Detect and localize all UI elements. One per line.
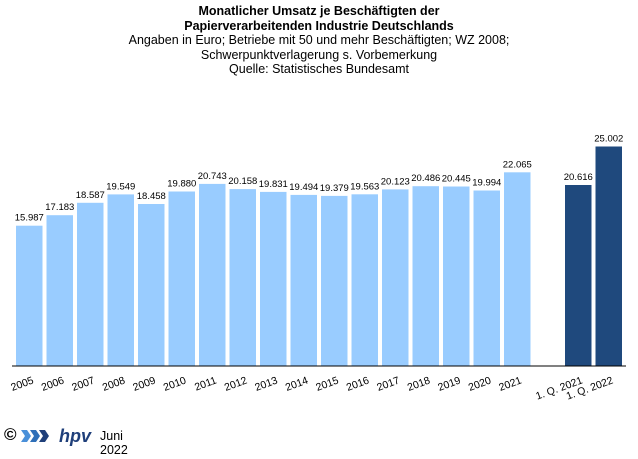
bar-2018 (412, 186, 439, 366)
x-tick-label-2011: 2011 (193, 374, 218, 393)
x-tick-label-2012: 2012 (223, 374, 249, 393)
x-tick-label-2007: 2007 (70, 374, 96, 393)
x-tick-label-2008: 2008 (101, 374, 127, 393)
data-label-2012: 20.158 (228, 176, 257, 187)
footer-date: Juni 2022 (100, 429, 128, 457)
brand-logo-text: hpv (59, 426, 92, 446)
data-label-2021: 22.065 (503, 159, 532, 170)
bar-2019 (443, 186, 470, 366)
data-label-2006: 17.183 (45, 202, 74, 213)
chart-title-line-1: Monatlicher Umsatz je Beschäftigten der (198, 4, 440, 18)
data-label-2005: 15.987 (15, 213, 44, 224)
bar-2014 (290, 194, 317, 366)
copyright-symbol: © (4, 425, 17, 444)
x-tick-label-2020: 2020 (467, 374, 493, 393)
bar-2017 (382, 189, 409, 366)
bar-2016 (351, 194, 378, 366)
bar-2005 (16, 225, 43, 366)
x-tick-label-2019: 2019 (436, 374, 462, 393)
bar-2008 (107, 194, 134, 366)
x-tick-label-2021: 2021 (497, 374, 523, 393)
data-label-2010: 19.880 (167, 179, 196, 190)
x-tick-label-2009: 2009 (131, 374, 157, 393)
data-label-2014: 19.494 (289, 182, 318, 193)
x-tick-label-2013: 2013 (253, 374, 279, 393)
data-label-1. Q. 2021: 20.616 (564, 172, 593, 183)
x-tick-label-2017: 2017 (375, 374, 401, 393)
bar-1. Q. 2021 (565, 185, 592, 366)
x-tick-label-2015: 2015 (314, 374, 340, 393)
chart-title-line-2: Papierverarbeitenden Industrie Deutschla… (184, 18, 454, 33)
data-label-2009: 18.458 (137, 191, 166, 202)
bar-2007 (77, 202, 104, 366)
bar-2012 (229, 189, 256, 366)
data-label-2018: 20.486 (411, 173, 440, 184)
chart-subtitle-line-2: Schwerpunktverlagerung s. Vorbemerkung (200, 47, 438, 62)
chart-subtitle-line-1: Angaben in Euro; Betriebe mit 50 und meh… (128, 33, 510, 47)
data-label-2013: 19.831 (259, 179, 288, 190)
data-label-2020: 19.994 (472, 178, 501, 189)
x-tick-label-2018: 2018 (406, 374, 432, 393)
bar-2009 (138, 204, 165, 366)
data-label-2017: 20.123 (381, 176, 410, 187)
data-label-2016: 19.563 (350, 181, 379, 192)
x-tick-label-2005: 2005 (9, 374, 35, 393)
bar-2010 (168, 191, 195, 366)
bar-2011 (199, 183, 226, 366)
bar-2020 (473, 190, 500, 366)
bar-2015 (321, 195, 348, 366)
data-label-2011: 20.743 (198, 171, 227, 182)
bar-2006 (46, 215, 73, 366)
chart-title-block: Monatlicher Umsatz je Beschäftigten der … (0, 4, 638, 77)
bar-2013 (260, 191, 287, 366)
x-tick-label-2016: 2016 (345, 374, 371, 393)
chart-source-line: Quelle: Statistisches Bundesamt (229, 62, 409, 76)
data-label-2008: 19.549 (106, 181, 135, 192)
x-tick-label-2006: 2006 (40, 374, 66, 393)
x-tick-label-2010: 2010 (162, 374, 188, 393)
hpv-arrows-logo-icon (21, 430, 49, 442)
data-label-1. Q. 2022: 25.002 (594, 134, 623, 145)
x-tick-label-2014: 2014 (284, 374, 310, 393)
data-label-2019: 20.445 (442, 174, 471, 185)
data-label-2007: 18.587 (76, 190, 105, 201)
data-label-2015: 19.379 (320, 183, 349, 194)
bar-1. Q. 2022 (595, 146, 622, 366)
bar-2021 (504, 172, 531, 366)
